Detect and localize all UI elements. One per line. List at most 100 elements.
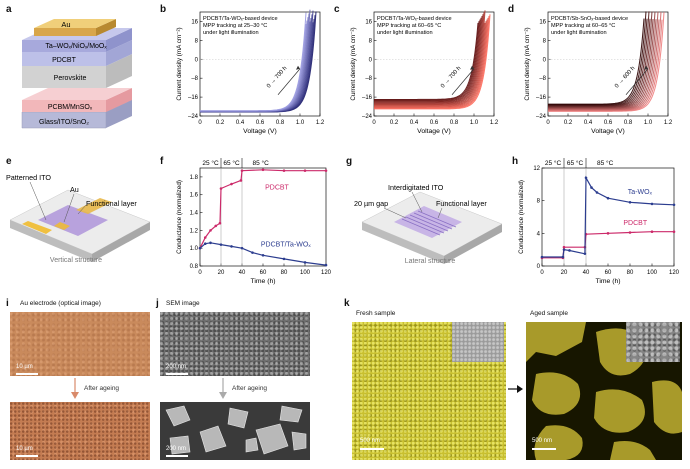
- series-point: [214, 224, 218, 228]
- panel-label-h: h: [512, 156, 519, 167]
- y-tick-label: –16: [188, 95, 199, 101]
- panel-label-i: i: [6, 298, 9, 309]
- jv-curve: [374, 19, 481, 102]
- x-tick-label: 1.2: [664, 120, 673, 126]
- x-tick-label: 0.8: [624, 120, 633, 126]
- y-tick-label: –24: [188, 114, 199, 120]
- x-tick-label: 1.0: [470, 120, 479, 126]
- x-tick-label: 20: [218, 270, 225, 276]
- panel-label-j: j: [156, 298, 159, 309]
- y-tick-label: –8: [365, 76, 372, 82]
- jv-curve: [200, 23, 307, 112]
- y-tick-label: 0: [537, 264, 541, 270]
- y-tick-label: 8: [369, 38, 373, 44]
- temp-label: 25 °C: [545, 159, 562, 167]
- series-label-tawox: Ta-WOₓ: [628, 189, 653, 196]
- x-tick-label: 100: [647, 270, 658, 276]
- y-tick-label: 16: [539, 19, 546, 25]
- x-tick-label: 0: [540, 270, 544, 276]
- trend-arrowhead: [470, 65, 474, 70]
- layer-label-pcbm: PCBM/MnSOₓ: [48, 104, 93, 111]
- y-tick-label: 16: [191, 19, 198, 25]
- x-tick-label: 0: [372, 120, 376, 126]
- series-point: [240, 246, 244, 250]
- jv-curve: [374, 19, 488, 108]
- annotation-line: MPP tracking at 60–65 °C: [377, 23, 441, 29]
- y-tick-label: 1.2: [190, 228, 199, 234]
- panel-label-f: f: [160, 156, 164, 167]
- layer-label-glass: Glass/ITO/SnO₂: [39, 119, 89, 126]
- temp-label: 25 °C: [202, 159, 219, 167]
- e-label-func: Functional layer: [86, 199, 137, 208]
- annotation-line: under light illumination: [203, 30, 259, 36]
- y-tick-label: 0: [369, 57, 373, 63]
- jv-curve: [374, 15, 483, 103]
- y-tick-label: 8: [543, 38, 547, 44]
- g-caption: Lateral structure: [405, 258, 456, 265]
- x-tick-label: 0: [546, 120, 550, 126]
- i-title: Au electrode (optical image): [20, 300, 101, 307]
- series-point: [219, 243, 223, 246]
- annotation-line: under light illumination: [377, 30, 433, 36]
- y-tick-label: 0.8: [190, 264, 199, 270]
- series-point: [218, 221, 222, 225]
- k-scalebar-right: [532, 448, 556, 450]
- y-tick-label: 0: [195, 57, 199, 63]
- jv-curve: [374, 21, 480, 101]
- series-point: [606, 196, 610, 200]
- series-point: [562, 245, 566, 249]
- x-tick-label: 0: [198, 120, 202, 126]
- series-line: [542, 175, 675, 258]
- series-point: [672, 203, 676, 207]
- x-tick-label: 0.6: [604, 120, 613, 126]
- y-tick-label: 1.4: [190, 211, 199, 217]
- layer-label-pdcbt: PDCBT: [52, 57, 76, 64]
- x-tick-label: 120: [669, 270, 680, 276]
- x-tick-label: 40: [239, 270, 246, 276]
- series-point: [230, 182, 233, 186]
- layer-pcbm: [22, 88, 132, 112]
- y-tick-label: –24: [362, 114, 373, 120]
- x-tick-label: 0.2: [390, 120, 399, 126]
- annotation-line: MPP tracking at 25–30 °C: [203, 23, 267, 29]
- jv-curve: [374, 14, 491, 110]
- k-scale-right: 500 nm: [532, 438, 553, 444]
- plot-frame: [541, 167, 675, 267]
- series-point: [628, 231, 632, 234]
- x-axis-label: Time (h): [595, 278, 620, 285]
- panel-label-k: k: [344, 298, 350, 309]
- i-scalebar-bottom: [16, 455, 38, 457]
- jv-curve: [548, 12, 665, 112]
- jv-chart-d: 0 0.2 0.4 0.6 0.8 1.0 1.2 –24 –16 –8 0 8 16 Voltage (…: [524, 11, 673, 135]
- x-tick-label: 0.6: [430, 120, 439, 126]
- series-point: [209, 241, 212, 245]
- series-point: [261, 168, 265, 172]
- y-tick-label: –16: [536, 95, 547, 101]
- series-point: [261, 254, 265, 257]
- i-scalebar-top: [16, 373, 38, 375]
- jv-curve: [374, 14, 484, 104]
- series-point: [240, 169, 244, 172]
- series-label-pdcbt: PDCBT: [265, 184, 289, 191]
- x-tick-label: 60: [605, 270, 612, 276]
- series-point: [540, 255, 544, 259]
- jv-curve: [374, 12, 485, 105]
- series-line: [199, 169, 326, 249]
- jv-chart-b: 0 0.2 0.4 0.6 0.8 1.0 1.2 –24 –16 –8 0 8 16 Voltage (…: [176, 9, 325, 135]
- k-aged-title: Aged sample: [530, 310, 568, 317]
- i-arrow-down-icon: [71, 378, 79, 399]
- series-point: [583, 252, 587, 256]
- layer-label-tawox: Ta–WOₓ/NiOₓ/MoOₓ: [45, 43, 107, 50]
- sem-image-aged: [160, 402, 310, 460]
- series-point: [209, 229, 212, 232]
- series-point: [595, 191, 599, 194]
- series-label-tawox: PDCBT/Ta-WOₓ: [261, 241, 311, 248]
- eds-inset-aged: [626, 322, 680, 362]
- plot-frame: [199, 167, 327, 267]
- series-point: [303, 169, 307, 172]
- jv-curve: [548, 18, 645, 105]
- e-caption: Vertical structure: [50, 257, 102, 264]
- series-point: [606, 232, 610, 235]
- x-tick-label: 0.2: [216, 120, 225, 126]
- j-title: SEM image: [166, 300, 200, 307]
